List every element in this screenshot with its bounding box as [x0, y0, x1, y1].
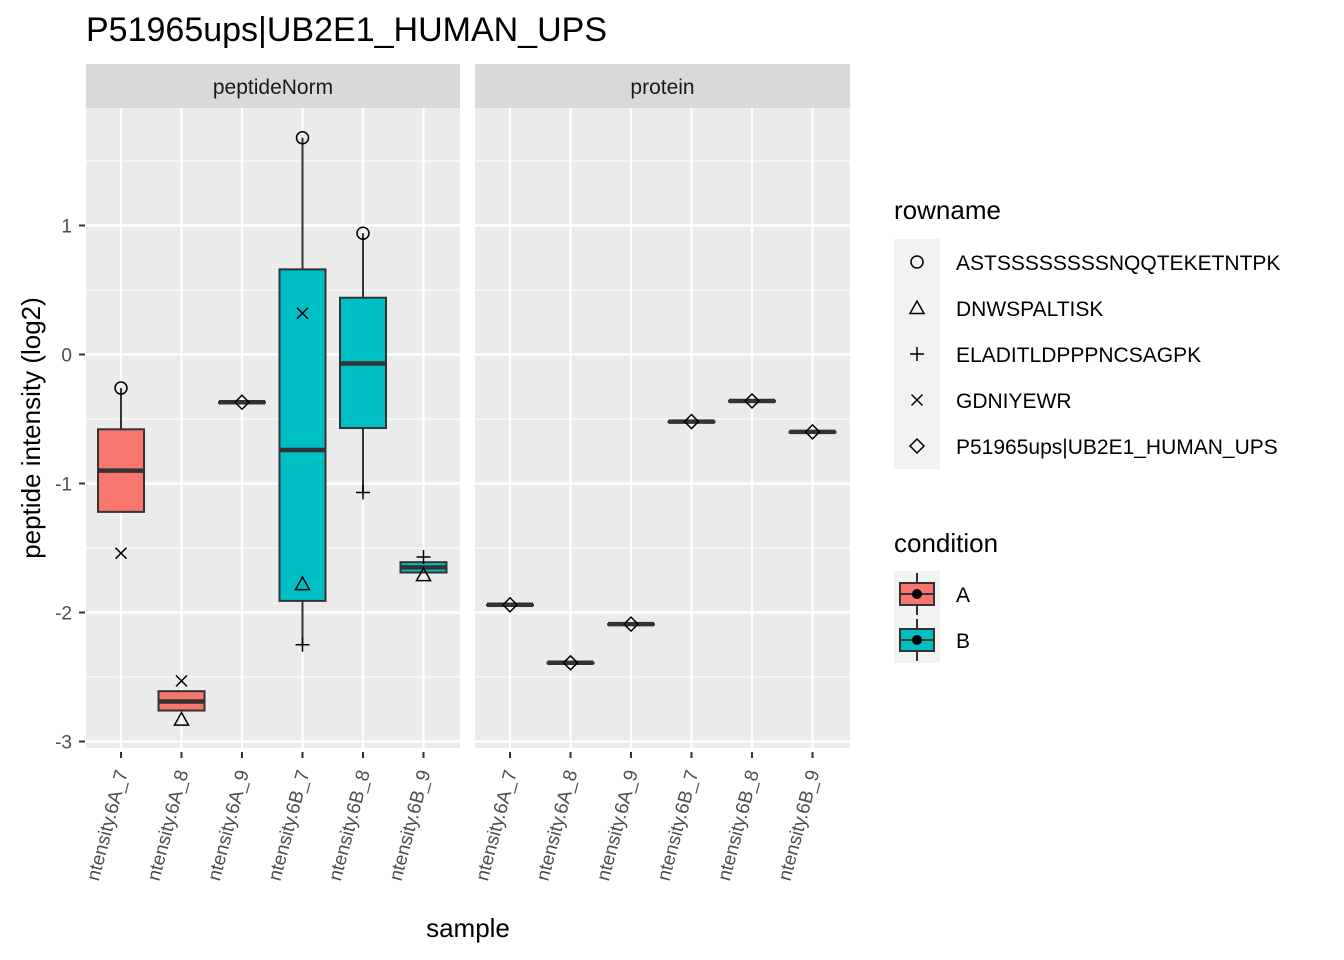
data-point: [114, 547, 128, 560]
x-tick-label: ntensity.6A_8: [533, 768, 583, 883]
x-axis-title: sample: [426, 913, 510, 943]
facet-strip-label: peptideNorm: [213, 76, 333, 99]
box-body: [278, 268, 327, 602]
box-intensity.6A_9: [218, 399, 266, 405]
data-point: [683, 413, 700, 430]
data-point: [114, 381, 128, 395]
x-tick-label: ntensity.6A_8: [144, 768, 194, 883]
legend-rowname-item: ASTSSSSSSSSNQQTEKETNTPK: [894, 239, 1280, 285]
box-intensity.6B_7: [278, 137, 327, 645]
data-point: [356, 226, 370, 240]
box-intensity.6A_8: [157, 690, 206, 712]
box-intensity.6A_8: [546, 660, 595, 666]
legend-shape-cross: [910, 393, 924, 407]
legend-rowname-label: DNWSPALTISK: [956, 298, 1103, 321]
facet-strip-label: protein: [630, 76, 694, 99]
legend-condition-label: A: [956, 584, 970, 607]
data-point: [233, 394, 251, 411]
data-point: [415, 566, 432, 582]
y-tick-label: 0: [61, 346, 72, 367]
data-point: [501, 596, 519, 613]
legend-rowname-item: P51965ups|UB2E1_HUMAN_UPS: [894, 423, 1278, 469]
x-tick-label: ntensity.6B_7: [654, 768, 704, 883]
facet-strip: [86, 64, 460, 108]
legend-rowname-title: rowname: [894, 195, 1001, 225]
x-tick-label: ntensity.6B_9: [386, 768, 436, 883]
legend-shape-diamond: [908, 437, 926, 455]
legend-dot: [912, 635, 922, 645]
legend-rowname-item: GDNIYEWR: [894, 377, 1072, 423]
box-intensity.6B_7: [667, 419, 716, 424]
facet-panels: peptideNorm protein: [86, 64, 850, 748]
legend-key: [894, 239, 940, 285]
data-point: [416, 550, 431, 565]
x-tick-label: ntensity.6A_7: [83, 768, 133, 883]
legend-shape-triangle: [908, 299, 926, 315]
x-tick-label: ntensity.6B_8: [325, 768, 375, 883]
x-tick-label: ntensity.6A_9: [204, 768, 254, 883]
chart-title: P51965ups|UB2E1_HUMAN_UPS: [86, 11, 607, 49]
y-tick-label: -2: [55, 604, 72, 625]
x-tick-label: ntensity.6B_8: [714, 768, 764, 883]
data-point: [295, 637, 310, 652]
facet-strip: [475, 64, 850, 108]
data-point: [295, 131, 310, 145]
legend-condition-item: B: [894, 617, 970, 663]
y-axis-title: peptide intensity (log2): [16, 297, 46, 559]
x-tick-label: ntensity.6A_9: [593, 768, 643, 883]
legend-key: [894, 285, 940, 331]
legend-rowname-item: DNWSPALTISK: [894, 285, 1103, 331]
box-intensity.6A_7: [97, 388, 145, 513]
data-point: [622, 616, 640, 633]
data-point: [173, 711, 190, 726]
legend-dot: [912, 589, 922, 599]
x-tick-label: ntensity.6B_7: [265, 768, 315, 883]
box-intensity.6A_9: [607, 621, 655, 627]
legend-condition-label: B: [956, 630, 970, 653]
facet-peptideNorm: peptideNorm: [86, 64, 460, 748]
data-point: [296, 307, 309, 320]
x-tick-label: ntensity.6A_7: [472, 768, 522, 883]
box-intensity.6B_8: [339, 233, 387, 493]
y-tick-label: -1: [55, 475, 72, 496]
data-point: [804, 423, 821, 440]
data-point: [562, 654, 579, 671]
data-point: [743, 392, 761, 410]
legend-rowname-item: ELADITLDPPPNCSAGPK: [894, 331, 1201, 377]
legend-rowname-label: GDNIYEWR: [956, 390, 1072, 413]
legend-rowname: rowname ASTSSSSSSSSNQQTEKETNTPK DNWSPALTI…: [894, 195, 1280, 469]
legend-rowname-label: P51965ups|UB2E1_HUMAN_UPS: [956, 436, 1278, 459]
legend-shape-circle: [910, 255, 924, 269]
legend-condition-title: condition: [894, 528, 998, 558]
box-intensity.6B_8: [728, 398, 776, 404]
box-intensity.6B_9: [788, 429, 837, 435]
x-axis-ticks: ntensity.6A_7 ntensity.6A_8 ntensity.6A_9 n…: [83, 752, 824, 883]
facet-protein: protein: [475, 64, 850, 748]
x-tick-label: ntensity.6B_9: [775, 768, 825, 883]
data-point: [294, 575, 311, 591]
y-axis: 1 0 -1 -2 -3: [55, 217, 85, 754]
legend-rowname-label: ELADITLDPPPNCSAGPK: [956, 344, 1201, 367]
panel-background: [475, 108, 850, 748]
box-intensity.6A_7: [486, 602, 534, 608]
y-tick-label: 1: [61, 217, 72, 238]
y-tick-label: -3: [55, 733, 72, 754]
legend-key: [894, 423, 940, 469]
data-point: [175, 674, 188, 687]
legend-shape-plus: [910, 347, 924, 361]
panel-background: [86, 108, 460, 748]
legend-rowname-label: ASTSSSSSSSSNQQTEKETNTPK: [956, 252, 1280, 275]
legend-condition: condition AB: [894, 528, 998, 663]
legend-condition-item: A: [894, 571, 970, 617]
data-point: [356, 485, 370, 500]
